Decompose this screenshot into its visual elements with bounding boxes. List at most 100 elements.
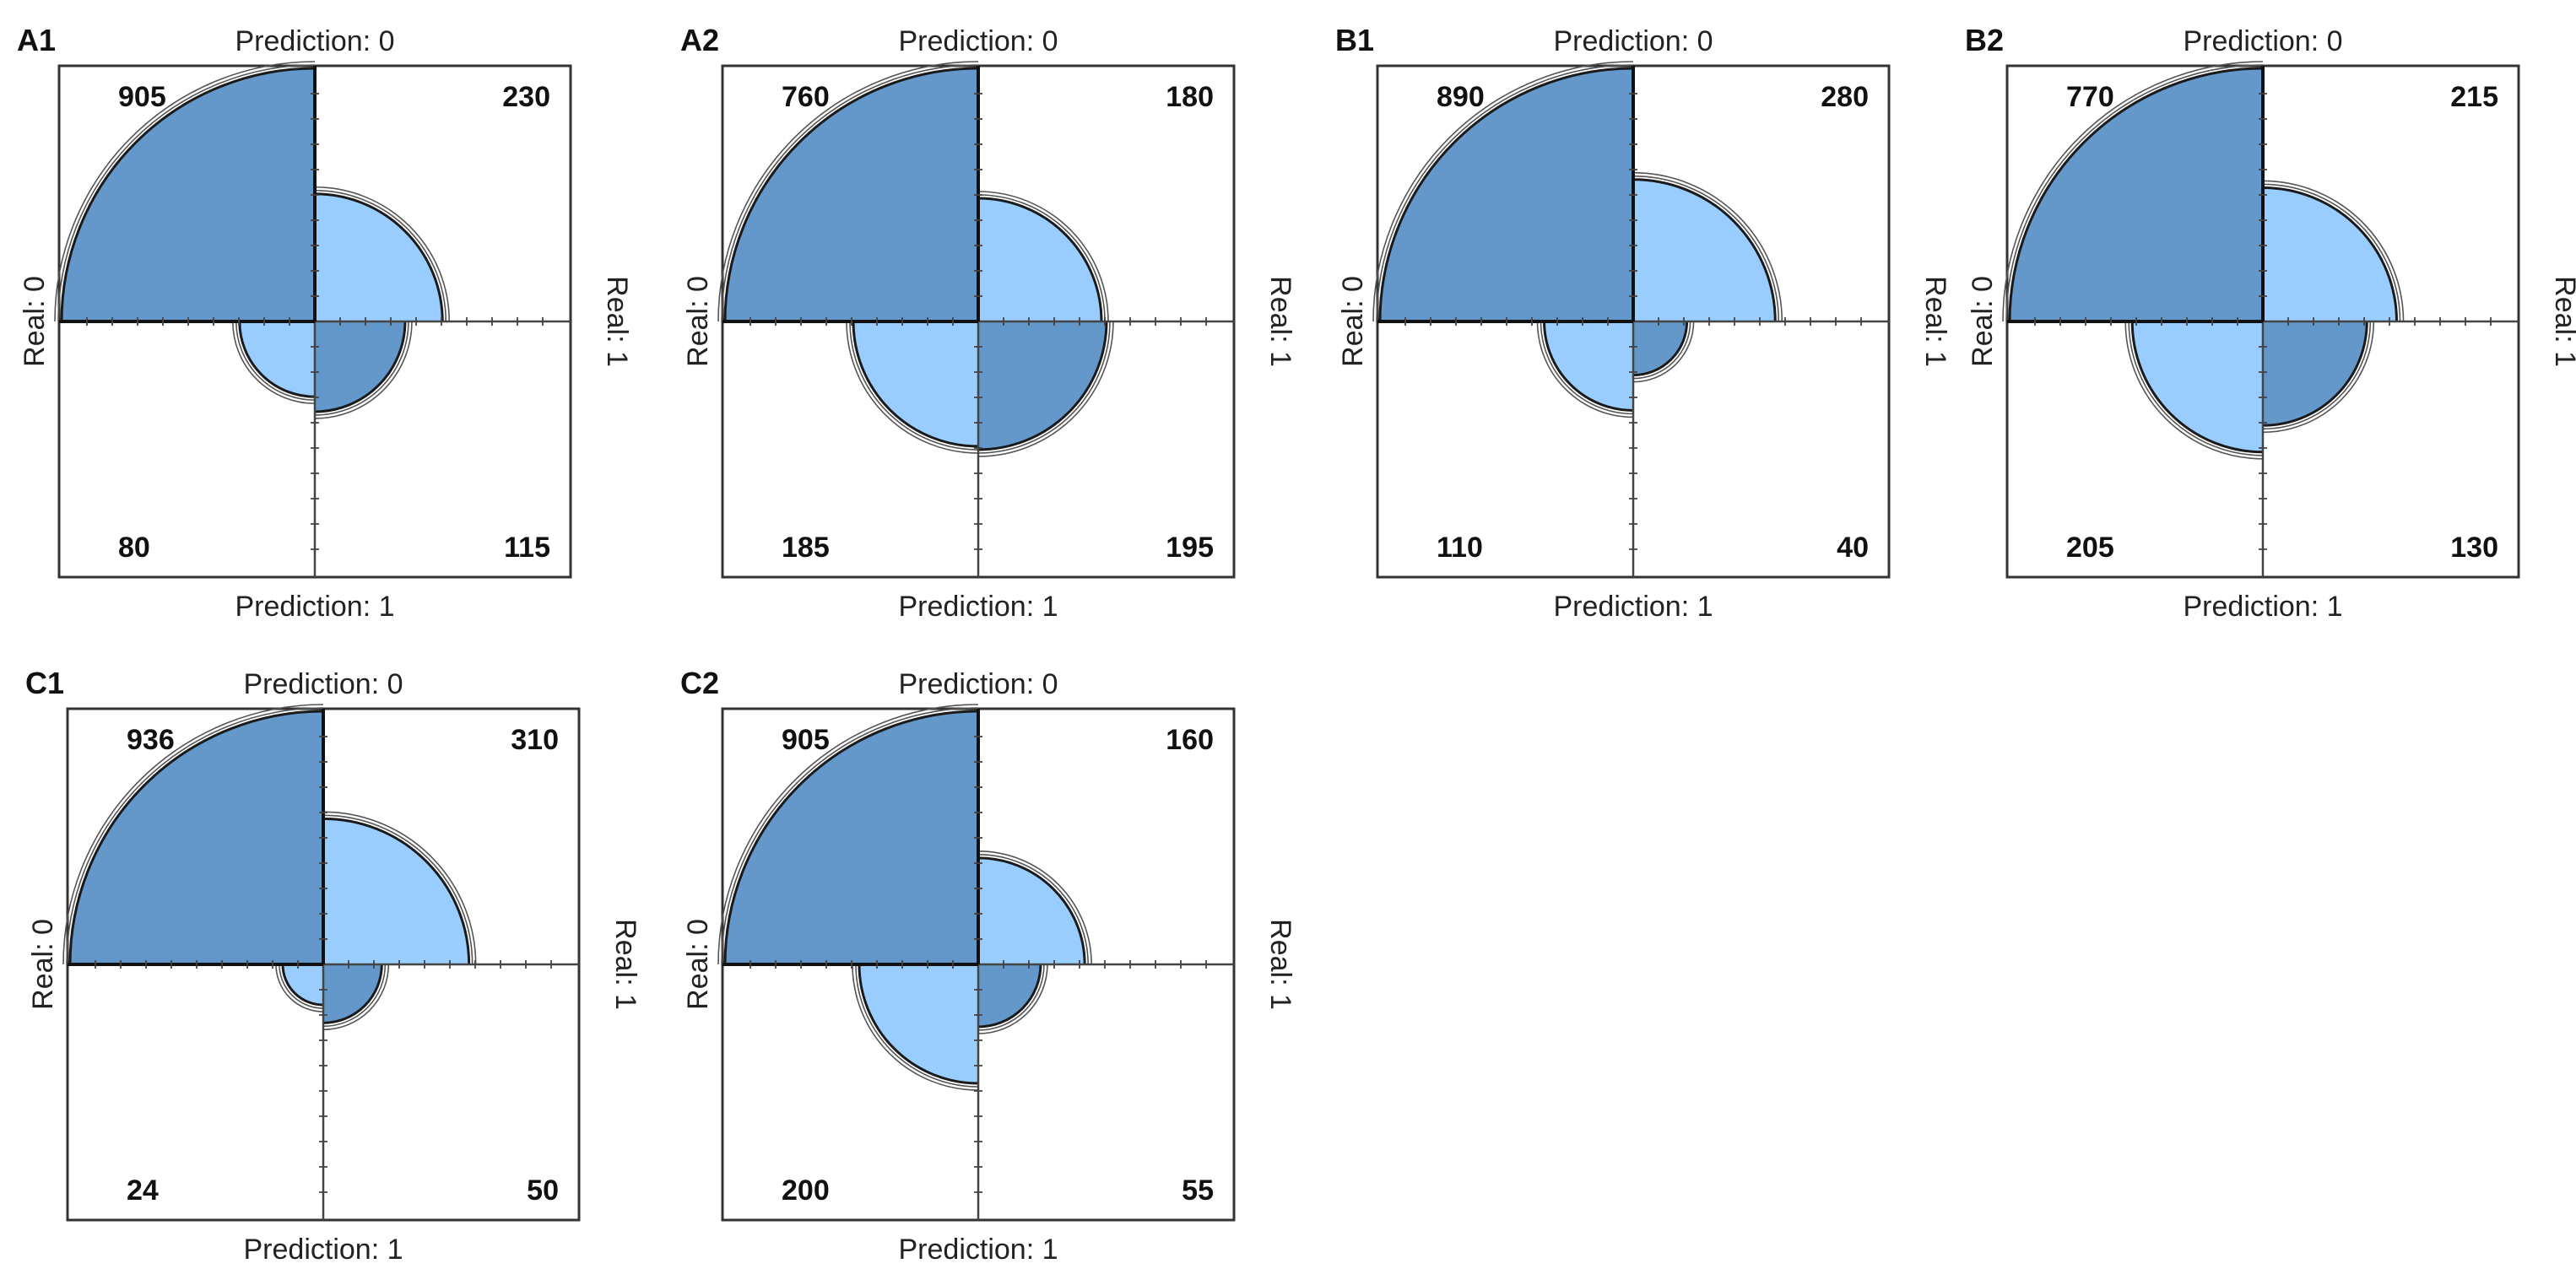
wedge-outline bbox=[322, 964, 383, 1024]
cell-value-top-left: 905 bbox=[118, 81, 166, 113]
confidence-ring bbox=[54, 61, 316, 322]
cell-value-top-right: 280 bbox=[1821, 81, 1869, 113]
wedge-outline bbox=[977, 964, 1042, 1029]
confidence-ring bbox=[322, 964, 390, 1031]
cell-value-top-right: 215 bbox=[2450, 81, 2498, 113]
panel-label: A2 bbox=[680, 23, 719, 57]
wedge-outline bbox=[1378, 67, 1634, 322]
cell-value-top-right: 180 bbox=[1166, 81, 1214, 113]
confidence-ring bbox=[852, 964, 979, 1091]
cell-value-bottom-left: 200 bbox=[782, 1174, 830, 1207]
confidence-ring bbox=[977, 321, 1114, 457]
top-label: Prediction: 0 bbox=[244, 668, 403, 700]
wedge-outline bbox=[238, 321, 316, 398]
confidence-ring bbox=[1632, 171, 1783, 322]
fourfold-panel-c2: 905 160 200 55 Prediction: 0 Prediction: 1 Rea… bbox=[680, 666, 1296, 1266]
panel-label: C2 bbox=[680, 666, 719, 700]
left-label: Real: 0 bbox=[682, 276, 714, 367]
wedge-outline bbox=[2130, 321, 2264, 454]
wedge-outline bbox=[322, 817, 471, 965]
wedge-top-left bbox=[725, 68, 978, 321]
cell-value-top-right: 230 bbox=[502, 81, 550, 113]
top-label: Prediction: 0 bbox=[1554, 25, 1713, 57]
wedge-outline bbox=[1632, 178, 1777, 322]
confidence-ring bbox=[2005, 64, 2264, 322]
confidence-ring bbox=[855, 964, 979, 1088]
wedge-top-left bbox=[70, 711, 323, 964]
left-label: Real: 0 bbox=[27, 919, 59, 1010]
confidence-ring bbox=[721, 707, 979, 965]
confidence-ring bbox=[717, 61, 979, 322]
confidence-ring bbox=[66, 707, 324, 965]
cell-value-bottom-left: 110 bbox=[1437, 532, 1483, 564]
confidence-ring bbox=[846, 321, 979, 454]
left-label: Real: 0 bbox=[19, 276, 51, 367]
confidence-ring bbox=[1632, 321, 1691, 380]
confidence-ring bbox=[721, 64, 979, 322]
wedge-bottom-right bbox=[323, 964, 382, 1023]
cell-value-bottom-right: 115 bbox=[504, 532, 550, 564]
wedge-top-right bbox=[315, 193, 443, 321]
wedge-bottom-right bbox=[1633, 321, 1687, 375]
bottom-label: Prediction: 1 bbox=[2184, 591, 2343, 623]
cell-value-top-right: 160 bbox=[1166, 724, 1214, 756]
wedge-outline bbox=[1632, 321, 1689, 377]
panel-label: A1 bbox=[17, 23, 56, 57]
confidence-ring bbox=[2262, 321, 2375, 434]
panel-label: B2 bbox=[1965, 23, 2004, 57]
bottom-label: Prediction: 1 bbox=[235, 591, 395, 623]
bottom-label: Prediction: 1 bbox=[899, 591, 1058, 623]
wedge-top-left bbox=[2010, 68, 2263, 321]
right-label: Real: 1 bbox=[601, 276, 633, 367]
wedge-outline bbox=[977, 321, 1108, 451]
fourfold-panel-b2: 770 215 205 130 Prediction: 0 Prediction: 1 Re… bbox=[1965, 23, 2576, 623]
wedge-bottom-right bbox=[2263, 321, 2368, 426]
wedge-top-right bbox=[978, 857, 1085, 964]
right-label: Real: 1 bbox=[609, 919, 641, 1010]
wedge-outline bbox=[2262, 321, 2368, 427]
confidence-ring bbox=[1632, 175, 1780, 322]
right-label: Real: 1 bbox=[1264, 919, 1296, 1010]
wedge-outline bbox=[1543, 321, 1634, 412]
cell-value-top-left: 905 bbox=[782, 724, 830, 756]
wedge-outline bbox=[281, 964, 324, 1007]
confidence-ring bbox=[1372, 61, 1634, 322]
fourfold-panel-a2: 760 180 185 195 Prediction: 0 Prediction: 1 Re… bbox=[680, 23, 1296, 623]
confidence-ring bbox=[2262, 183, 2401, 322]
right-label: Real: 1 bbox=[2549, 276, 2576, 367]
confidence-ring bbox=[62, 704, 324, 965]
wedge-bottom-left bbox=[2132, 321, 2263, 452]
wedge-outline bbox=[60, 67, 316, 322]
cell-value-top-left: 770 bbox=[2066, 81, 2114, 113]
wedge-bottom-left bbox=[282, 964, 323, 1006]
confidence-ring bbox=[977, 964, 1045, 1031]
confidence-ring bbox=[1536, 321, 1634, 418]
confidence-ring bbox=[849, 321, 979, 451]
wedge-top-right bbox=[2263, 187, 2397, 321]
confidence-ring bbox=[977, 321, 1111, 454]
cell-value-bottom-left: 185 bbox=[782, 532, 830, 564]
confidence-ring bbox=[2262, 321, 2372, 430]
cell-value-bottom-right: 130 bbox=[2450, 532, 2498, 564]
wedge-outline bbox=[68, 710, 324, 965]
wedge-outline bbox=[314, 192, 444, 322]
left-label: Real: 0 bbox=[1337, 276, 1369, 367]
bottom-label: Prediction: 1 bbox=[244, 1234, 403, 1266]
confidence-ring bbox=[322, 814, 474, 965]
wedge-top-right bbox=[978, 198, 1101, 321]
right-label: Real: 1 bbox=[1919, 276, 1951, 367]
fourfold-panel-b1: 890 280 110 40 Prediction: 0 Prediction: 1 Rea… bbox=[1335, 23, 1951, 623]
wedge-outline bbox=[858, 964, 979, 1085]
top-label: Prediction: 0 bbox=[235, 25, 395, 57]
confidence-ring bbox=[322, 811, 477, 965]
top-label: Prediction: 0 bbox=[2184, 25, 2343, 57]
wedge-bottom-right bbox=[315, 321, 405, 412]
wedge-outline bbox=[977, 856, 1086, 965]
cell-value-top-left: 890 bbox=[1437, 81, 1485, 113]
wedge-outline bbox=[723, 67, 979, 322]
wedge-bottom-left bbox=[239, 321, 315, 397]
confidence-ring bbox=[232, 321, 316, 404]
cell-value-top-right: 310 bbox=[511, 724, 559, 756]
wedge-bottom-left bbox=[858, 964, 978, 1084]
wedge-top-right bbox=[1633, 179, 1776, 321]
